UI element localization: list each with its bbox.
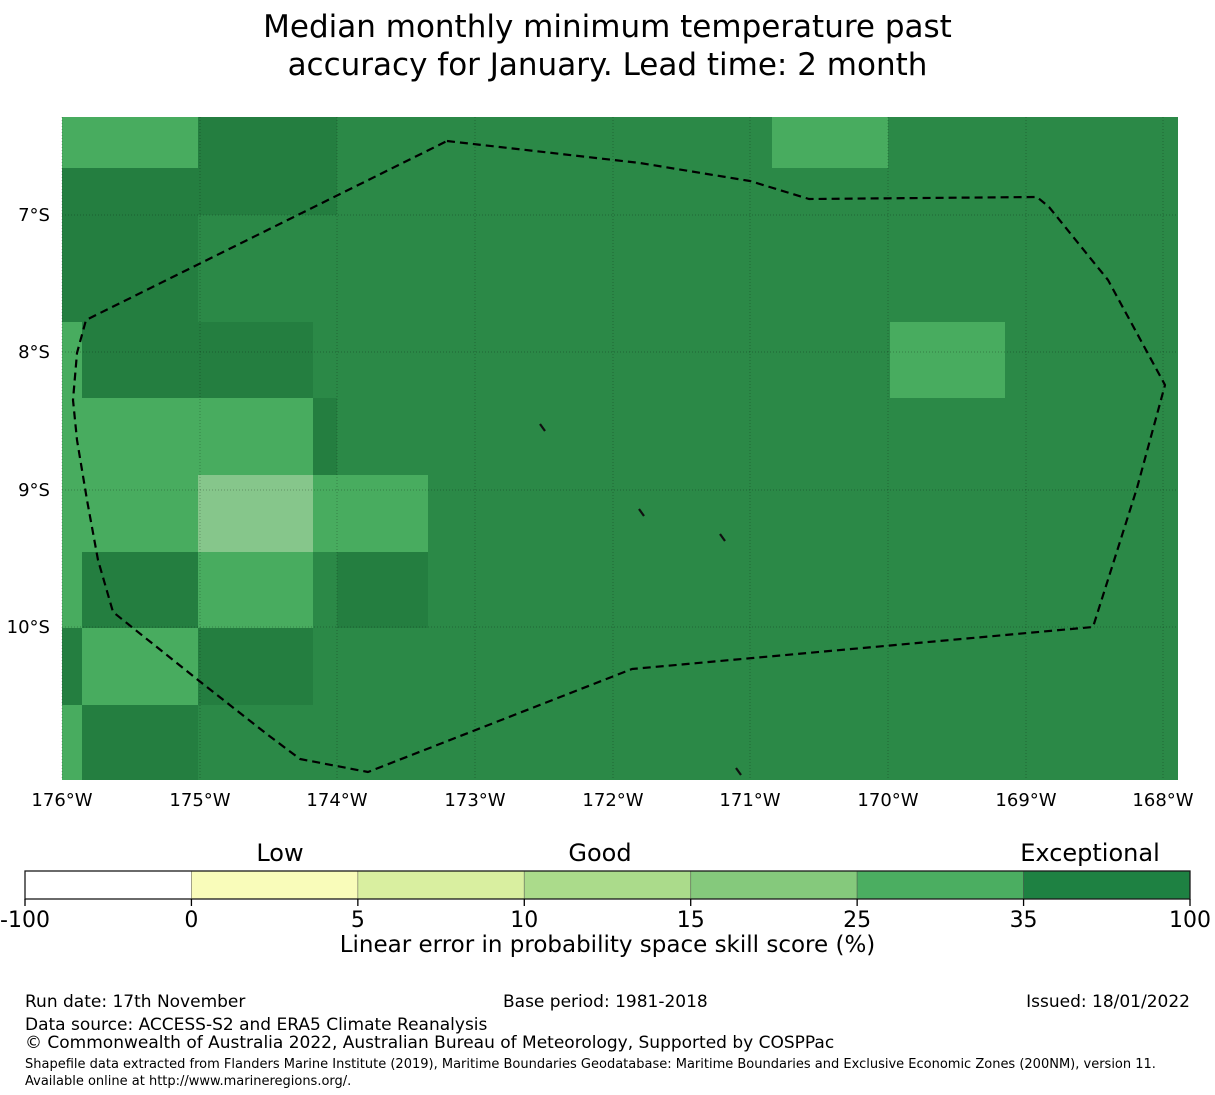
colorbar-tick-label: 5 <box>351 908 365 933</box>
island-mark <box>638 508 645 517</box>
colorbar-region-label: Low <box>256 839 303 867</box>
x-tick-label: 168°W <box>1132 790 1193 811</box>
colorbar-segment <box>357 870 525 900</box>
colorbar-segment <box>856 870 1024 900</box>
map-cell-medium <box>62 322 82 628</box>
colorbar-segment <box>24 870 192 900</box>
x-tick-label: 176°W <box>31 790 92 811</box>
map-cell-dark <box>82 552 198 628</box>
data-source-label: Data source: ACCESS-S2 and ERA5 Climate … <box>25 1015 488 1035</box>
y-tick-label: 10°S <box>7 617 50 638</box>
x-tick-label: 173°W <box>444 790 505 811</box>
y-tick-label: 7°S <box>18 205 50 226</box>
colorbar-caption: Linear error in probability space skill … <box>340 932 876 958</box>
map-cell-medium <box>772 117 888 168</box>
colorbar-tick-label: 100 <box>1169 908 1211 933</box>
x-tick-label: 172°W <box>582 790 643 811</box>
colorbar-segment <box>523 870 692 900</box>
x-tick-label: 174°W <box>306 790 367 811</box>
map-cell-dark <box>313 398 337 475</box>
map-cell-medium <box>198 552 313 628</box>
colorbar-tick-label: 0 <box>184 908 198 933</box>
base-period-label: Base period: 1981-2018 <box>503 992 708 1012</box>
island-mark <box>539 423 546 432</box>
x-tick-label: 175°W <box>169 790 230 811</box>
issued-label: Issued: 18/01/2022 <box>1026 992 1190 1012</box>
map-cell-medium <box>82 628 198 705</box>
y-tick-label: 9°S <box>18 480 50 501</box>
map-cell-medium <box>62 705 82 780</box>
map-cell-dark <box>198 117 337 215</box>
map-cell-dark <box>62 168 198 322</box>
map-cell-dark <box>337 552 428 628</box>
eez-boundary-line <box>71 139 1167 774</box>
colorbar-region-label: Good <box>568 839 631 867</box>
x-tick-label: 171°W <box>719 790 780 811</box>
map-cell-medium <box>198 398 313 475</box>
island-mark <box>735 767 742 776</box>
map-cell-dark <box>82 705 198 780</box>
map-cell-medium <box>62 117 198 168</box>
y-tick-label: 8°S <box>18 342 50 363</box>
map-cell-dark <box>82 322 313 398</box>
run-date-label: Run date: 17th November <box>25 992 246 1012</box>
colorbar-tick-label: 25 <box>843 908 871 933</box>
map-cell-light <box>198 475 313 552</box>
chart-title-line2: accuracy for January. Lead time: 2 month <box>287 47 928 83</box>
colorbar-segment <box>690 870 858 900</box>
copyright-label: © Commonwealth of Australia 2022, Austra… <box>25 1033 835 1053</box>
colorbar-tick-label: 15 <box>677 908 705 933</box>
island-mark <box>719 533 726 542</box>
map-cell-dark <box>198 628 313 705</box>
chart-title: Median monthly minimum temperature past … <box>0 8 1215 84</box>
colorbar-border <box>24 870 1191 900</box>
colorbar-tick-label: 10 <box>510 908 538 933</box>
map-cell-medium <box>890 322 1005 398</box>
colorbar-tick-label: 35 <box>1010 908 1038 933</box>
colorbar-tick-label: -100 <box>0 908 50 933</box>
x-tick-label: 170°W <box>857 790 918 811</box>
map-cell-dark <box>62 628 82 705</box>
map-cell-medium <box>313 475 428 552</box>
shapefile-note: Shapefile data extracted from Flanders M… <box>25 1057 1156 1089</box>
colorbar-segment <box>191 870 359 900</box>
colorbar-segment <box>1023 870 1191 900</box>
x-tick-label: 169°W <box>995 790 1056 811</box>
map-cell-medium <box>82 398 198 552</box>
colorbar-region-label: Exceptional <box>1020 839 1160 867</box>
chart-title-line1: Median monthly minimum temperature past <box>263 9 952 45</box>
